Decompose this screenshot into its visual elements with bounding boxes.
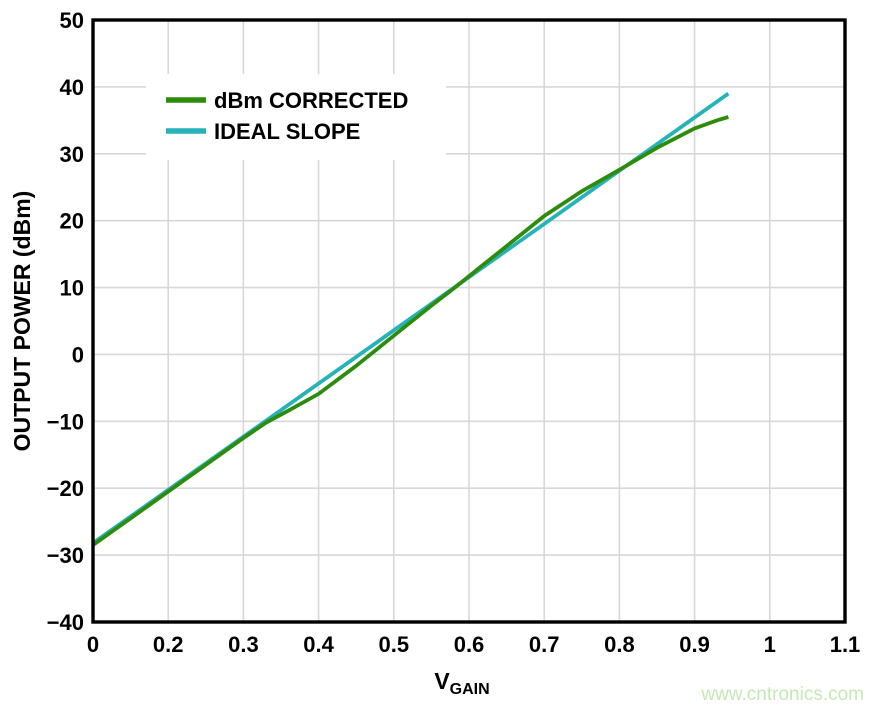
x-tick-label: 0	[87, 632, 99, 657]
y-axis-title: OUTPUT POWER (dBm)	[9, 191, 35, 452]
y-tick-labels: 50 40 30 20 10 0 −10 −20 −30 −40	[47, 8, 84, 635]
y-tick-label: −30	[47, 543, 84, 568]
plot-frame	[91, 18, 847, 624]
x-tick-label: 0.2	[153, 632, 184, 657]
legend-label-ideal-slope: IDEAL SLOPE	[214, 119, 360, 144]
x-tick-label: 0.3	[228, 632, 259, 657]
x-tick-labels: 0 0.2 0.3 0.4 0.5 0.6 0.7 0.8 0.9 1 1.1	[87, 632, 860, 657]
y-tick-label: 0	[72, 342, 84, 367]
y-tick-label: 20	[60, 209, 84, 234]
x-tick-label: 0.8	[604, 632, 635, 657]
x-tick-label: 1.1	[830, 632, 861, 657]
y-tick-label: 40	[60, 75, 84, 100]
watermark-text: www.cntronics.com	[700, 684, 864, 705]
legend: dBm CORRECTED IDEAL SLOPE	[146, 74, 446, 160]
y-tick-label: −10	[47, 409, 84, 434]
series-layer	[91, 92, 730, 547]
series-line-dbm-corrected	[91, 115, 729, 547]
x-axis-title-subscript: GAIN	[450, 681, 490, 698]
x-tick-label: 0.7	[529, 632, 560, 657]
x-axis-title-main: V	[434, 668, 450, 694]
y-tick-label: −20	[47, 476, 84, 501]
y-tick-label: 30	[60, 142, 84, 167]
legend-background	[146, 74, 446, 160]
y-tick-label: −40	[47, 610, 84, 635]
y-tick-label: 10	[60, 276, 84, 301]
x-tick-label: 0.6	[454, 632, 485, 657]
x-tick-label: 0.5	[379, 632, 410, 657]
x-tick-label: 1	[764, 632, 776, 657]
y-tick-label: 50	[60, 8, 84, 33]
x-tick-label: 0.4	[303, 632, 334, 657]
x-tick-label: 0.9	[679, 632, 710, 657]
legend-label-dbm-corrected: dBm CORRECTED	[214, 88, 408, 113]
x-axis-title: VGAIN	[434, 668, 489, 698]
